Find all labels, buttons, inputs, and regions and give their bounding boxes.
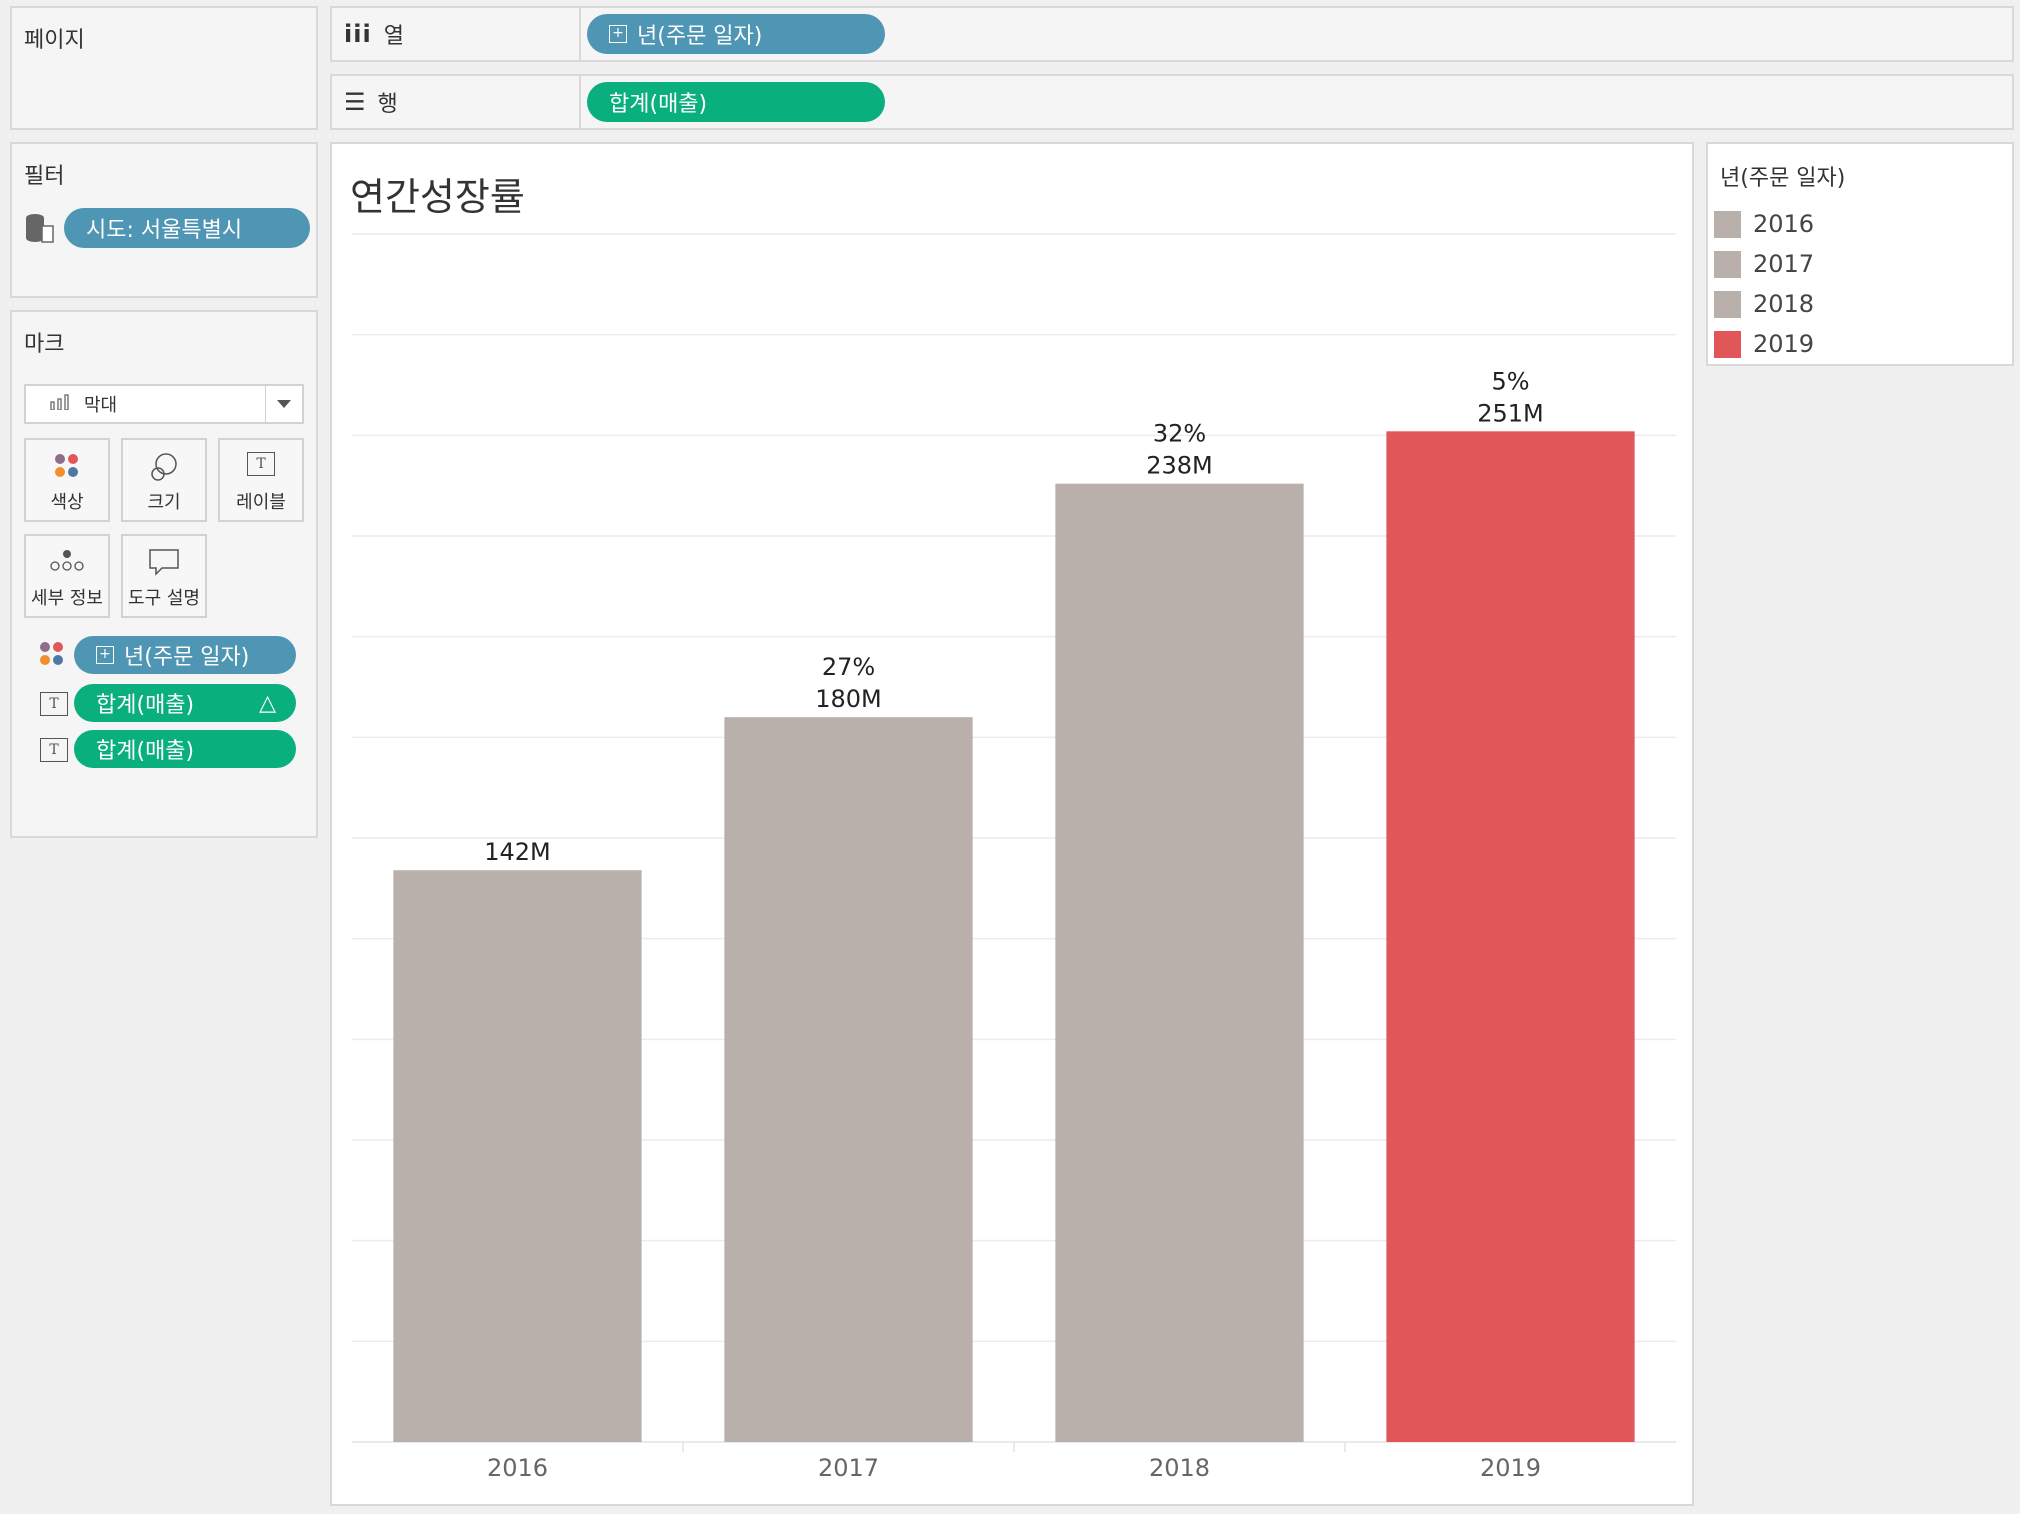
tooltip-button-label: 도구 설명	[128, 588, 200, 609]
legend-swatch	[1714, 250, 1741, 278]
legend-label: 2016	[1753, 210, 1815, 238]
detail-button[interactable]: 세부 정보	[24, 534, 110, 618]
filter-pill-label: 시도: 서울특별시	[86, 218, 243, 243]
expand-icon: +	[96, 646, 114, 664]
label-button[interactable]: T 레이블	[218, 438, 304, 522]
value-label: 180M	[815, 685, 882, 713]
bar-chart: 142M 2016 180M 27% 2017 238M 32% 2018 251M 5% 2019	[352, 233, 1676, 1482]
pages-panel: 페이지	[10, 6, 318, 130]
value-label: 142M	[484, 838, 551, 866]
expand-icon: +	[609, 25, 627, 43]
rows-label-text: 행	[377, 92, 398, 117]
label-field-label: 합계(매출)	[96, 693, 195, 718]
x-tick-label: 2019	[1480, 1454, 1541, 1482]
legend-swatch	[1714, 210, 1741, 238]
bar-2016	[393, 870, 642, 1442]
legend-label: 2019	[1753, 330, 1815, 358]
tooltip-button[interactable]: 도구 설명	[121, 534, 207, 618]
growth-label: 5%	[1491, 367, 1529, 395]
chart-area: 연간성장률 142M 2016 180M 27% 2017 238M 32% 2018 251M…	[330, 142, 1694, 1506]
value-label: 251M	[1477, 399, 1544, 427]
rows-icon: ☰	[344, 88, 366, 116]
legend-item-2019[interactable]: 2019	[1714, 330, 1814, 358]
columns-pill-label: 년(주문 일자)	[637, 24, 763, 49]
database-icon	[24, 212, 54, 248]
size-icon	[149, 452, 179, 487]
rows-pill[interactable]: 합계(매출)	[587, 82, 885, 122]
bar-2017	[724, 717, 973, 1442]
color-dots-icon	[53, 452, 81, 485]
rows-pill-label: 합계(매출)	[609, 92, 708, 117]
color-button[interactable]: 색상	[24, 438, 110, 522]
columns-icon: iii	[344, 20, 372, 48]
columns-shelf[interactable]: iii 열 + 년(주문 일자)	[330, 6, 2014, 62]
color-field-label: 년(주문 일자)	[124, 645, 250, 670]
color-dots-icon	[38, 640, 66, 672]
label-field-label: 합계(매출)	[96, 739, 195, 764]
size-button-label: 크기	[147, 492, 181, 513]
legend-item-2018[interactable]: 2018	[1714, 290, 1814, 318]
x-tick-label: 2018	[1149, 1454, 1210, 1482]
legend-item-2017[interactable]: 2017	[1714, 250, 1814, 278]
filter-pill[interactable]: 시도: 서울특별시	[64, 208, 310, 248]
marks-title: 마크	[24, 332, 65, 357]
growth-label: 27%	[822, 653, 875, 681]
filters-title: 필터	[24, 164, 65, 189]
pages-title: 페이지	[24, 28, 85, 53]
label-field-pill-growth[interactable]: 합계(매출) △	[74, 684, 296, 722]
rows-shelf-label: ☰ 행	[332, 76, 581, 128]
label-button-label: 레이블	[236, 492, 286, 513]
label-field-pill-sales[interactable]: 합계(매출)	[74, 730, 296, 768]
legend-swatch	[1714, 290, 1741, 318]
growth-label: 32%	[1153, 420, 1206, 448]
chevron-down-icon	[265, 386, 302, 422]
columns-pill[interactable]: + 년(주문 일자)	[587, 14, 885, 54]
legend-panel: 년(주문 일자) 2016 2017 2018 2019	[1706, 142, 2014, 366]
marks-panel: 마크 막대 색상 크기 T 레이블 세부 정보 도구 설명	[10, 310, 318, 838]
text-label-icon: T	[40, 738, 68, 762]
color-field-pill[interactable]: + 년(주문 일자)	[74, 636, 296, 674]
bar-2019	[1386, 431, 1635, 1443]
bar-chart-icon	[50, 393, 70, 415]
detail-dots-icon	[50, 548, 84, 577]
bar-2018	[1055, 483, 1304, 1442]
legend-swatch	[1714, 330, 1741, 358]
mark-type-dropdown[interactable]: 막대	[24, 384, 304, 424]
legend-label: 2017	[1753, 250, 1815, 278]
columns-shelf-label: iii 열	[332, 8, 581, 60]
mark-type-label: 막대	[84, 395, 118, 416]
legend-item-2016[interactable]: 2016	[1714, 210, 1814, 238]
rows-shelf[interactable]: ☰ 행 합계(매출)	[330, 74, 2014, 130]
columns-label-text: 열	[383, 24, 404, 49]
filters-panel: 필터 시도: 서울특별시	[10, 142, 318, 298]
value-label: 238M	[1146, 452, 1213, 480]
x-tick-label: 2017	[818, 1454, 879, 1482]
chart-title: 연간성장률	[350, 175, 525, 219]
text-label-icon: T	[247, 452, 275, 476]
delta-icon: △	[259, 690, 276, 716]
legend-title: 년(주문 일자)	[1720, 166, 1846, 191]
detail-button-label: 세부 정보	[31, 588, 103, 609]
tooltip-bubble-icon	[148, 548, 180, 581]
x-tick-label: 2016	[487, 1454, 548, 1482]
legend-label: 2018	[1753, 290, 1815, 318]
text-label-icon: T	[40, 692, 68, 716]
color-button-label: 색상	[50, 492, 84, 513]
size-button[interactable]: 크기	[121, 438, 207, 522]
